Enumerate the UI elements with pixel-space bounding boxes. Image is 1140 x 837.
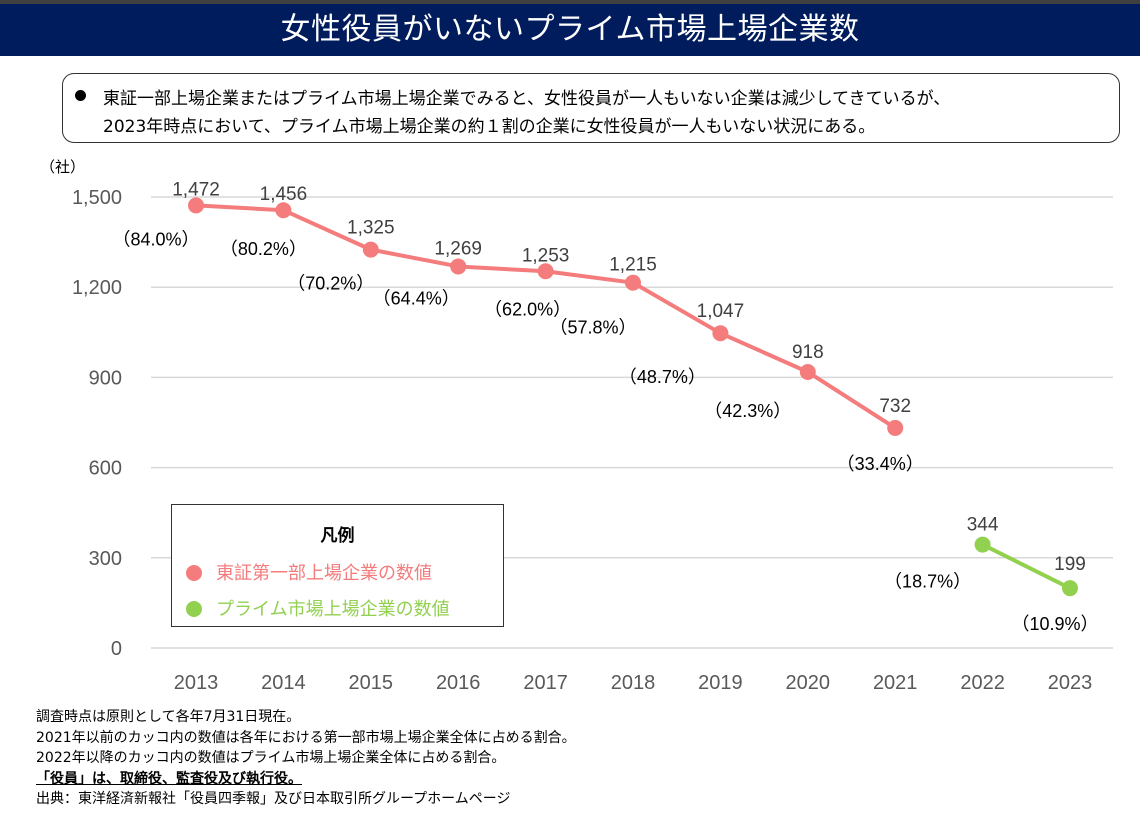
x-axis-ticks: 2013 2014 2015 2016 2017 2018 2019 2020 2021 2022… xyxy=(174,672,1093,694)
data-point xyxy=(362,241,379,258)
legend-label: プライム市場上場企業の数値 xyxy=(216,599,450,620)
y-tick-label: 600 xyxy=(89,458,122,480)
bullet-icon xyxy=(75,90,86,101)
data-share-label: （62.0%） xyxy=(484,299,571,319)
data-point xyxy=(625,274,641,291)
data-point xyxy=(188,197,204,214)
footnote: 2022年以降のカッコ内の数値はプライム市場上場企業全体に占める割合。 xyxy=(36,750,506,766)
data-share-label: （10.9%） xyxy=(1011,614,1098,634)
data-value-label: 1,215 xyxy=(609,255,657,276)
legend: 凡例 東証第一部上場企業の数値 プライム市場上場企業の数値 xyxy=(171,504,504,627)
x-tick-label: 2022 xyxy=(960,672,1005,694)
page-title: 女性役員がいないプライム市場上場企業数 xyxy=(0,4,1140,56)
data-share-label: （42.3%） xyxy=(704,401,791,421)
data-value-label: 1,047 xyxy=(697,301,745,322)
series-group: 1,472 （84.0%） 1,456 （80.2%） 1,325 （70.2%） 1,26… xyxy=(112,179,1098,634)
data-point xyxy=(275,202,292,219)
x-tick-label: 2016 xyxy=(436,672,481,694)
top-border xyxy=(0,0,1140,4)
y-axis-ticks: 0 300 600 900 1,200 1,500 xyxy=(72,187,122,660)
footnote: 2021年以前のカッコ内の数値は各年における第一部市場上場企業全体に占める割合。 xyxy=(36,729,576,746)
legend-title: 凡例 xyxy=(320,526,355,546)
x-tick-label: 2014 xyxy=(261,672,306,694)
x-tick-label: 2018 xyxy=(611,672,656,694)
data-value-label: 1,269 xyxy=(434,238,482,259)
data-point xyxy=(887,419,904,436)
x-tick-label: 2023 xyxy=(1048,672,1093,694)
x-tick-label: 2020 xyxy=(786,672,831,694)
data-point xyxy=(537,263,554,280)
legend-item-tse-first-section: 東証第一部上場企業の数値 xyxy=(186,559,432,585)
footnotes: 調査時点は原則として各年7月31日現在。 2021年以前のカッコ内の数値は各年に… xyxy=(36,707,576,810)
y-tick-label: 900 xyxy=(89,367,122,389)
summary-box: 東証一部上場企業またはプライム市場上場企業でみると、女性役員が一人もいない企業は… xyxy=(62,73,1120,143)
x-tick-label: 2021 xyxy=(873,672,918,694)
y-axis-unit-label: （社） xyxy=(40,158,85,176)
data-value-label: 732 xyxy=(879,396,911,417)
x-tick-label: 2017 xyxy=(523,672,568,694)
footnote-definition: 「役員」は、取締役、監査役及び執行役。 xyxy=(36,770,302,787)
data-share-label: （33.4%） xyxy=(837,454,924,474)
data-share-label: （84.0%） xyxy=(112,229,199,249)
summary-line-2: 2023年時点において、プライム市場上場企業の約１割の企業に女性役員が一人もいな… xyxy=(103,117,876,137)
data-point xyxy=(450,258,467,275)
data-value-label: 1,472 xyxy=(172,179,220,200)
footnote: 調査時点は原則として各年7月31日現在。 xyxy=(36,709,301,725)
data-share-label: （70.2%） xyxy=(287,274,374,294)
footnote-source: 出典：東洋経済新報社「役員四季報」及び日本取引所グループホームページ xyxy=(36,791,511,807)
data-value-label: 344 xyxy=(967,515,999,536)
x-tick-label: 2019 xyxy=(698,672,743,694)
series-line xyxy=(981,542,1071,590)
legend-item-prime-market: プライム市場上場企業の数値 xyxy=(186,595,450,621)
y-tick-label: 1,200 xyxy=(72,277,122,299)
x-tick-label: 2013 xyxy=(174,672,219,694)
y-tick-label: 300 xyxy=(89,548,122,570)
data-value-label: 1,325 xyxy=(347,218,395,239)
data-share-label: （80.2%） xyxy=(220,239,307,259)
data-value-label: 918 xyxy=(792,342,824,363)
x-tick-label: 2015 xyxy=(349,672,394,694)
data-share-label: （18.7%） xyxy=(884,572,971,592)
data-value-label: 1,253 xyxy=(522,245,570,266)
y-tick-label: 0 xyxy=(111,638,122,660)
data-point xyxy=(974,536,991,553)
summary-line-1: 東証一部上場企業またはプライム市場上場企業でみると、女性役員が一人もいない企業は… xyxy=(103,89,951,109)
legend-label: 東証第一部上場企業の数値 xyxy=(216,563,432,584)
data-value-label: 1,456 xyxy=(260,184,308,205)
data-share-label: （48.7%） xyxy=(619,367,706,387)
data-point xyxy=(1062,580,1078,597)
data-value-label: 199 xyxy=(1054,554,1086,575)
data-point xyxy=(799,363,816,380)
legend-marker-icon xyxy=(186,601,202,617)
data-share-label: （64.4%） xyxy=(373,288,460,308)
data-point xyxy=(712,325,729,342)
data-share-label: （57.8%） xyxy=(549,318,636,338)
y-tick-label: 1,500 xyxy=(72,187,122,209)
legend-marker-icon xyxy=(186,565,202,581)
